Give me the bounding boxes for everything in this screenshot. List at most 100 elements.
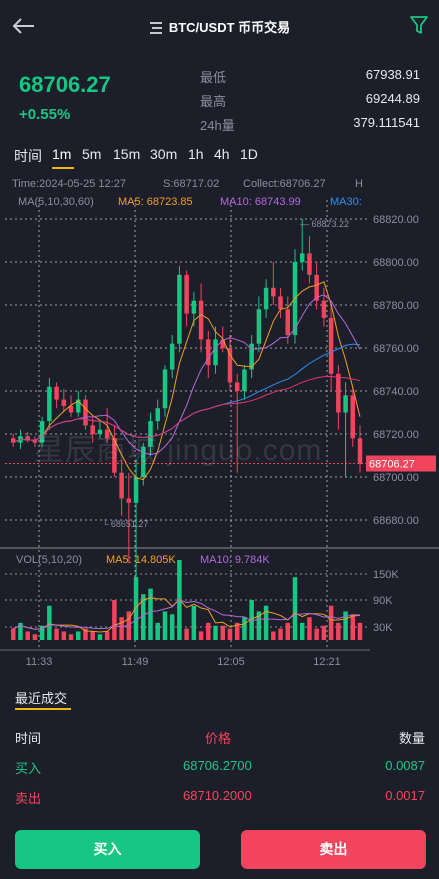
volume-bar	[191, 605, 197, 640]
candle-body	[314, 274, 319, 301]
candle-body	[61, 399, 67, 407]
vol-ma5-label: MA5: 14.805K	[106, 554, 176, 566]
volume-bar	[234, 622, 240, 640]
candle-body	[11, 438, 16, 443]
price-tick-label: 68700.00	[373, 472, 419, 484]
ma10-label: MA10: 68743.99	[220, 196, 301, 208]
vol-tick-label: 150K	[373, 569, 399, 581]
volume-bar	[299, 622, 305, 640]
volume-bar	[133, 577, 139, 640]
volume-bar	[249, 600, 254, 640]
back-arrow-icon[interactable]	[10, 14, 36, 38]
candle-body	[177, 274, 182, 344]
volume-bar	[76, 631, 81, 640]
tab-15m[interactable]: 15m	[113, 146, 141, 162]
candle-body	[328, 317, 334, 374]
vol-ma5-line	[13, 597, 361, 633]
stat-vol-value: 379.111541	[353, 115, 420, 130]
tab-5m[interactable]: 5m	[82, 146, 102, 162]
candle-body	[307, 253, 312, 275]
candle-body	[47, 386, 52, 422]
stat-low-value: 67938.91	[365, 67, 420, 82]
candle-body	[336, 373, 341, 413]
tab-4h[interactable]: 4h	[214, 146, 230, 162]
volume-bar	[162, 611, 168, 640]
volume-bar	[112, 600, 117, 640]
tab-time[interactable]: 时间	[14, 148, 42, 164]
time-tick-label: 11:49	[122, 656, 149, 668]
price-tick-label: 68740.00	[373, 386, 419, 398]
col-price: 价格	[205, 731, 232, 746]
volume-bar	[25, 631, 30, 640]
candle-body	[321, 300, 327, 318]
candle-body	[242, 369, 247, 391]
candle-body	[126, 498, 132, 503]
recent-trades-title[interactable]: 最近成交	[15, 691, 68, 706]
candle-body	[227, 348, 233, 383]
current-price-tag	[366, 455, 436, 472]
last-price: 68706.27	[19, 72, 111, 97]
volume-bar	[336, 622, 341, 640]
tab-1h[interactable]: 1h	[188, 146, 204, 162]
stat-high-value: 69244.89	[365, 91, 420, 106]
volume-bar	[97, 634, 103, 640]
candle-body	[234, 382, 240, 391]
menu-icon[interactable]	[149, 22, 163, 34]
volume-bar	[68, 634, 74, 640]
price-tick-label: 68820.00	[373, 214, 419, 226]
candle-body	[256, 309, 262, 344]
price-change: +0.55%	[19, 106, 71, 123]
col-amount: 数量	[398, 731, 425, 746]
price-tick-label: 68720.00	[373, 429, 419, 441]
info-h: H	[355, 178, 363, 190]
candle-body	[39, 421, 45, 443]
candle-body	[155, 408, 160, 422]
vol-ma10-line	[13, 599, 360, 630]
vol-tick-label: 90K	[373, 595, 393, 607]
tab-30m[interactable]: 30m	[150, 146, 178, 162]
candle-body	[32, 440, 38, 443]
candle-body	[263, 287, 269, 310]
trade-row-1-side: 买入	[15, 761, 42, 776]
volume-bar	[242, 617, 247, 640]
candle-body	[162, 369, 168, 409]
volume-bar	[263, 605, 269, 640]
volume-bar	[155, 622, 160, 640]
filter-icon[interactable]	[409, 14, 429, 36]
volume-bar	[328, 605, 334, 640]
candle-body	[112, 438, 117, 473]
tab-1m[interactable]: 1m	[52, 146, 72, 162]
volume-bar	[148, 588, 153, 640]
info-collect: Collect:68706.27	[243, 178, 326, 190]
recent-trades-indicator	[15, 708, 71, 710]
info-time: Time:2024-05-25 12:27	[12, 178, 126, 190]
candle-body	[191, 300, 197, 314]
candle-body	[25, 436, 30, 441]
volume-bar	[32, 634, 38, 640]
volume-bar	[350, 614, 356, 640]
candle-body	[343, 395, 348, 413]
sell-button[interactable]: 卖出	[241, 830, 426, 869]
trade-row-1-price: 68706.2700	[183, 758, 252, 773]
candle-body	[97, 429, 103, 434]
volume-bar	[61, 631, 67, 640]
ma5-line	[12, 281, 361, 481]
volume-bar	[213, 625, 218, 640]
buy-button[interactable]: 买入	[15, 830, 200, 869]
volume-bar	[141, 594, 146, 640]
candle-body	[133, 477, 139, 503]
volume-bar	[126, 611, 132, 640]
price-tick-label: 68760.00	[373, 343, 419, 355]
candle-body	[271, 287, 276, 297]
volume-bar	[104, 631, 110, 640]
kline-chart[interactable]: 68820.00 68800.00 68780.00 68760.00 68740.00…	[0, 170, 439, 670]
trade-row-2-price: 68710.2000	[183, 788, 252, 803]
candle-body	[148, 421, 153, 447]
volume-bar	[198, 631, 204, 640]
kline-svg[interactable]: 68820.00 68800.00 68780.00 68760.00 68740.00…	[0, 170, 439, 670]
volume-bar	[227, 628, 233, 640]
volume-bar	[206, 622, 211, 640]
candle-body	[68, 406, 74, 413]
watermark: 星辰商城 jinguo.com	[34, 434, 323, 467]
tab-1d[interactable]: 1D	[240, 146, 258, 162]
